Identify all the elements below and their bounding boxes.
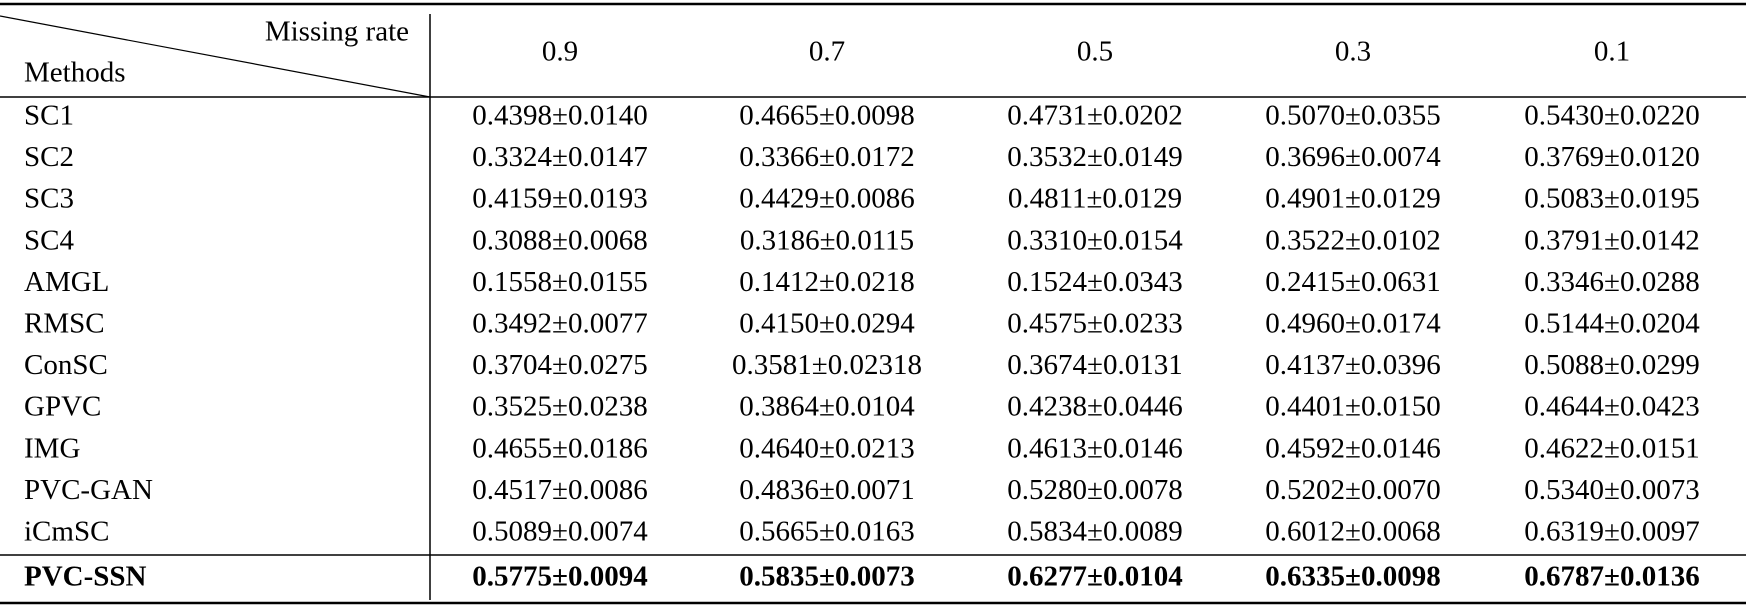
cell-value: 0.4901±0.0129 bbox=[1265, 183, 1440, 215]
cell-value: 0.3310±0.0154 bbox=[1007, 224, 1183, 256]
column-header: 0.5 bbox=[1077, 36, 1113, 68]
cell-value: 0.4731±0.0202 bbox=[1007, 99, 1182, 131]
cell-value: 0.6335±0.0098 bbox=[1265, 561, 1440, 593]
method-name: SC4 bbox=[24, 224, 74, 256]
method-name: PVC-GAN bbox=[24, 474, 153, 506]
cell-value: 0.4811±0.0129 bbox=[1008, 183, 1182, 215]
cell-value: 0.4665±0.0098 bbox=[739, 99, 914, 131]
cell-value: 0.5340±0.0073 bbox=[1524, 474, 1699, 506]
method-name: SC3 bbox=[24, 183, 74, 215]
cell-value: 0.5089±0.0074 bbox=[472, 515, 648, 547]
cell-value: 0.5430±0.0220 bbox=[1524, 99, 1699, 131]
column-header: 0.7 bbox=[809, 36, 845, 68]
cell-value: 0.3864±0.0104 bbox=[739, 391, 915, 423]
cell-value: 0.5835±0.0073 bbox=[739, 561, 914, 593]
cell-value: 0.5070±0.0355 bbox=[1265, 99, 1440, 131]
cell-value: 0.5280±0.0078 bbox=[1007, 474, 1182, 506]
method-name: ConSC bbox=[24, 349, 108, 381]
cell-value: 0.4836±0.0071 bbox=[739, 474, 914, 506]
method-name: SC1 bbox=[24, 99, 74, 131]
cell-value: 0.3088±0.0068 bbox=[472, 224, 647, 256]
cell-value: 0.5202±0.0070 bbox=[1265, 474, 1440, 506]
cell-value: 0.4640±0.0213 bbox=[739, 432, 914, 464]
column-header: 0.9 bbox=[542, 36, 578, 68]
cell-value: 0.2415±0.0631 bbox=[1265, 266, 1440, 298]
corner-bottom: Methods bbox=[24, 57, 126, 89]
column-header: 0.3 bbox=[1335, 36, 1371, 68]
cell-value: 0.4429±0.0086 bbox=[739, 183, 914, 215]
cell-value: 0.4517±0.0086 bbox=[472, 474, 647, 506]
corner-top: Missing rate bbox=[265, 16, 409, 48]
cell-value: 0.4613±0.0146 bbox=[1007, 432, 1182, 464]
cell-value: 0.3525±0.0238 bbox=[472, 391, 647, 423]
cell-value: 0.3674±0.0131 bbox=[1007, 349, 1182, 381]
cell-value: 0.4401±0.0150 bbox=[1265, 391, 1440, 423]
cell-value: 0.4622±0.0151 bbox=[1524, 432, 1699, 464]
cell-value: 0.3704±0.0275 bbox=[472, 349, 647, 381]
cell-value: 0.6319±0.0097 bbox=[1524, 515, 1699, 547]
cell-value: 0.3366±0.0172 bbox=[739, 141, 914, 173]
cell-value: 0.5088±0.0299 bbox=[1524, 349, 1699, 381]
cell-value: 0.3492±0.0077 bbox=[472, 307, 647, 339]
cell-value: 0.3581±0.02318 bbox=[732, 349, 922, 381]
method-name: IMG bbox=[24, 432, 80, 464]
cell-value: 0.4655±0.0186 bbox=[472, 432, 647, 464]
method-name: SC2 bbox=[24, 141, 74, 173]
method-name: iCmSC bbox=[24, 515, 109, 547]
cell-value: 0.4398±0.0140 bbox=[472, 99, 647, 131]
cell-value: 0.4592±0.0146 bbox=[1265, 432, 1440, 464]
cell-value: 0.3346±0.0288 bbox=[1524, 266, 1699, 298]
cell-value: 0.3769±0.0120 bbox=[1524, 141, 1699, 173]
cell-value: 0.4644±0.0423 bbox=[1524, 391, 1699, 423]
cell-value: 0.5665±0.0163 bbox=[739, 515, 914, 547]
method-name: GPVC bbox=[24, 391, 101, 423]
column-header: 0.1 bbox=[1594, 36, 1630, 68]
cell-value: 0.4575±0.0233 bbox=[1007, 307, 1182, 339]
cell-value: 0.5775±0.0094 bbox=[472, 561, 647, 593]
cell-value: 0.5834±0.0089 bbox=[1007, 515, 1182, 547]
cell-value: 0.6277±0.0104 bbox=[1007, 561, 1182, 593]
cell-value: 0.5144±0.0204 bbox=[1524, 307, 1700, 339]
cell-value: 0.5083±0.0195 bbox=[1524, 183, 1699, 215]
method-name: AMGL bbox=[24, 266, 109, 298]
cell-value: 0.4960±0.0174 bbox=[1265, 307, 1441, 339]
cell-value: 0.3186±0.0115 bbox=[740, 224, 914, 256]
cell-value: 0.4150±0.0294 bbox=[739, 307, 915, 339]
cell-value: 0.3791±0.0142 bbox=[1524, 224, 1699, 256]
cell-value: 0.3532±0.0149 bbox=[1007, 141, 1182, 173]
method-name: PVC-SSN bbox=[24, 561, 147, 593]
cell-value: 0.4137±0.0396 bbox=[1265, 349, 1440, 381]
cell-value: 0.1558±0.0155 bbox=[472, 266, 647, 298]
cell-value: 0.1524±0.0343 bbox=[1007, 266, 1182, 298]
cell-value: 0.4238±0.0446 bbox=[1007, 391, 1182, 423]
cell-value: 0.6787±0.0136 bbox=[1524, 561, 1699, 593]
cell-value: 0.1412±0.0218 bbox=[739, 266, 914, 298]
cell-value: 0.4159±0.0193 bbox=[472, 183, 647, 215]
cell-value: 0.6012±0.0068 bbox=[1265, 515, 1440, 547]
cell-value: 0.3696±0.0074 bbox=[1265, 141, 1441, 173]
method-name: RMSC bbox=[24, 307, 105, 339]
diagonal-divider bbox=[0, 15, 431, 98]
cell-value: 0.3522±0.0102 bbox=[1265, 224, 1440, 256]
cell-value: 0.3324±0.0147 bbox=[472, 141, 647, 173]
